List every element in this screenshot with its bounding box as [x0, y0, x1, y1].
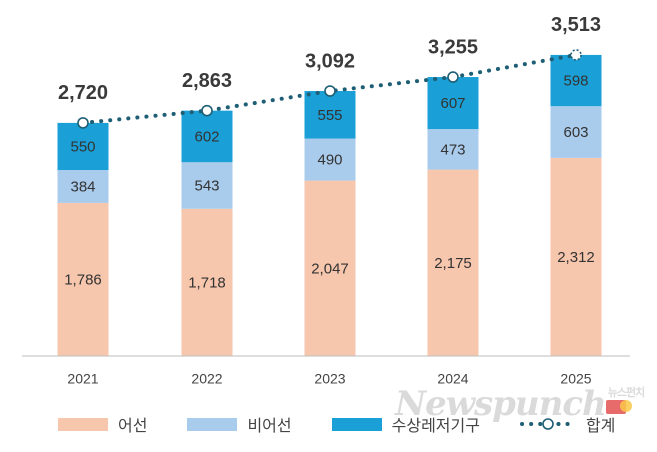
legend-item-series-1: 비어선 [187, 412, 292, 436]
total-marker-2023 [324, 85, 336, 97]
watermark-icon [606, 400, 632, 414]
watermark: Newspunch 뉴스펀치 [395, 384, 645, 424]
bar-label-2021-series-2: 550 [70, 138, 95, 155]
bar-2022-series-2 [181, 110, 233, 163]
watermark-text: Newspunch [395, 384, 607, 424]
bar-2022-series-1 [181, 162, 233, 209]
bar-label-2023-series-2: 555 [317, 107, 342, 124]
total-label-2023: 3,092 [305, 50, 355, 72]
total-line [81, 52, 578, 125]
x-tick-2025: 2025 [560, 371, 591, 387]
total-marker-2025 [570, 49, 582, 61]
bar-label-2022-series-2: 602 [194, 128, 219, 145]
legend-label-series-1: 비어선 [247, 416, 292, 435]
bar-label-2022-series-1: 543 [194, 177, 219, 194]
legend: 어선 비어선 수상레저기구 합계 [58, 410, 655, 438]
bar-2023-series-1 [304, 138, 356, 181]
total-label-2025: 3,513 [551, 14, 601, 36]
legend-label-series-0: 어선 [118, 416, 148, 435]
legend-label-series-2: 수상레저기구 [391, 416, 480, 435]
x-tick-2024: 2024 [437, 371, 468, 387]
total-marker-2024 [447, 71, 459, 83]
total-label-2021: 2,720 [58, 82, 108, 104]
bar-label-2024-series-0: 2,175 [434, 255, 472, 272]
watermark-sub: 뉴스펀치 [607, 386, 645, 399]
legend-item-series-2: 수상레저기구 [331, 412, 480, 436]
bar-2022-series-0 [181, 208, 233, 356]
bar-label-2022-series-0: 1,718 [188, 274, 226, 291]
legend-line-total [519, 418, 576, 430]
legend-item-series-0: 어선 [58, 412, 147, 436]
x-tick-2022: 2022 [191, 371, 222, 387]
bar-label-2024-series-1: 473 [440, 141, 465, 158]
bar-label-2021-series-0: 1,786 [64, 271, 102, 288]
bar-label-2024-series-2: 607 [440, 95, 465, 112]
bar-2023-series-2 [304, 91, 356, 139]
total-label-2024: 3,255 [428, 36, 478, 58]
bar-2025-series-0 [550, 157, 602, 356]
x-tick-2021: 2021 [67, 371, 98, 387]
legend-label-total: 합계 [585, 416, 616, 435]
bar-2025-series-2 [550, 54, 602, 107]
bar-2021-series-2 [57, 122, 109, 171]
bar-label-2025-series-2: 598 [563, 73, 588, 90]
legend-item-total: 합계 [519, 412, 616, 436]
bar-2024-series-0 [427, 169, 479, 356]
bar-2024-series-1 [427, 129, 479, 170]
bar-label-2021-series-1: 384 [70, 178, 95, 195]
bar-2021-series-0 [57, 202, 109, 356]
legend-swatch-series-0 [58, 417, 108, 431]
bar-label-2023-series-0: 2,047 [311, 260, 349, 277]
bar-2021-series-1 [57, 170, 109, 203]
x-tick-2023: 2023 [314, 371, 345, 387]
bar-label-2025-series-0: 2,312 [557, 249, 595, 266]
legend-swatch-series-2 [331, 417, 382, 431]
total-marker-2022 [201, 104, 213, 117]
legend-swatch-series-1 [187, 417, 238, 431]
bar-2023-series-0 [304, 180, 356, 356]
bar-2025-series-1 [550, 106, 602, 158]
bar-2024-series-2 [427, 77, 479, 130]
total-label-2022: 2,863 [182, 70, 232, 92]
bar-label-2023-series-1: 490 [317, 152, 342, 169]
total-marker-2021 [77, 117, 89, 129]
bar-label-2025-series-1: 603 [563, 124, 588, 141]
